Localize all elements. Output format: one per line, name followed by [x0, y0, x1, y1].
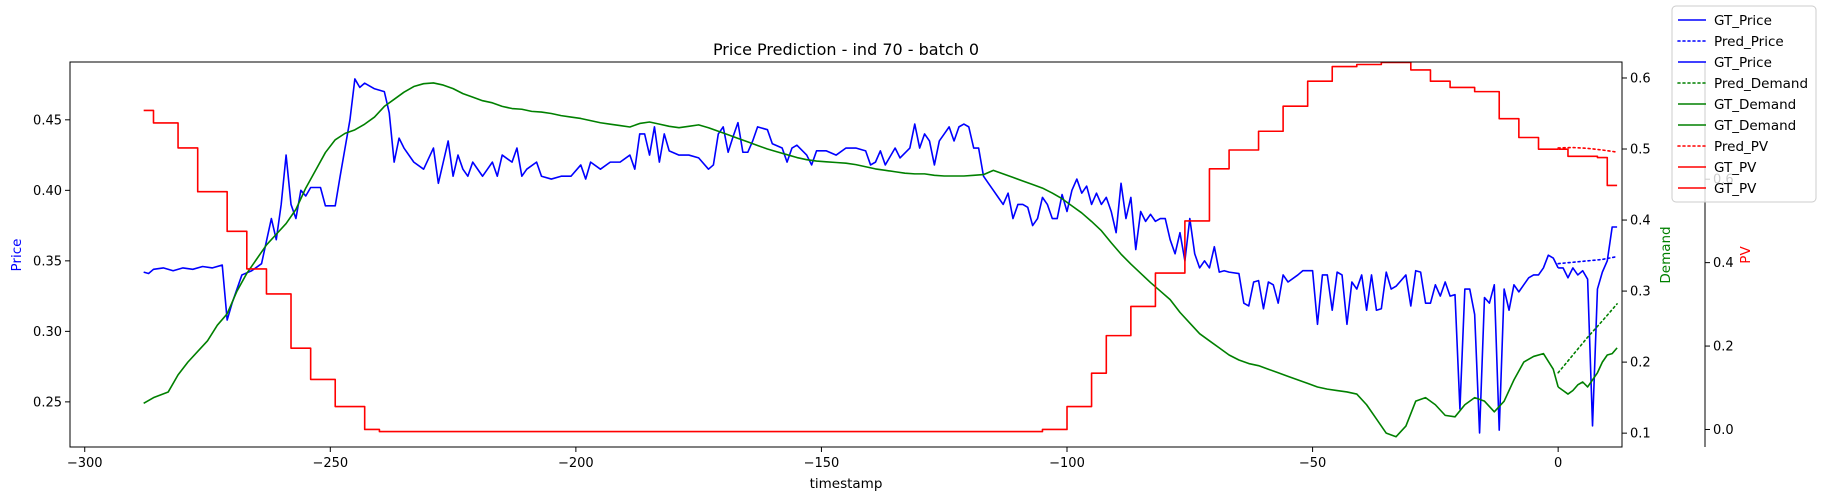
x-axis-title: timestamp: [810, 476, 883, 492]
demand-tick-label: 0.2: [1630, 356, 1651, 371]
demand-tick-label: 0.4: [1630, 214, 1651, 229]
price-tick-label: 0.40: [33, 184, 62, 199]
series-line-gt-pv: [143, 62, 1559, 433]
series-line-pred-demand: [1557, 303, 1618, 374]
price-tick-label: 0.35: [33, 254, 62, 269]
series-line-gt-demand: [143, 82, 1559, 438]
series-line-pred-price: [1557, 255, 1618, 265]
series-line-gt-price: [143, 78, 1559, 434]
demand-axis: 0.1 0.2 0.3 0.4 0.5 0.6: [1622, 71, 1651, 442]
series-line-pred-pv: [1557, 146, 1618, 153]
price-axis-title: Price: [9, 239, 25, 272]
legend-label: Pred_Demand: [1714, 76, 1808, 92]
x-tick-label: −50: [1299, 456, 1326, 471]
demand-tick-label: 0.1: [1630, 427, 1651, 442]
demand-axis-title: Demand: [1658, 226, 1674, 283]
series-layer: [143, 62, 1618, 438]
x-axis: −300 −250 −200 −150 −100 −50 0: [67, 447, 1562, 471]
legend: GT_Price Pred_Price GT_Price Pred_Demand GT_…: [1671, 5, 1817, 203]
legend-label: GT_PV: [1714, 160, 1757, 176]
x-tick-label: −150: [804, 456, 840, 471]
x-tick-label: −200: [558, 456, 594, 471]
series-line-gt-pv: [1558, 148, 1618, 187]
x-tick-label: −250: [312, 456, 348, 471]
price-tick-label: 0.25: [33, 395, 62, 410]
price-axis: 0.25 0.30 0.35 0.40 0.45: [33, 113, 70, 410]
x-tick-label: −300: [67, 456, 103, 471]
legend-label: GT_Price: [1714, 13, 1772, 29]
price-tick-label: 0.45: [33, 113, 62, 128]
plot-frame: [69, 61, 1623, 448]
series-line-gt-demand: [1557, 347, 1618, 395]
x-tick-label: 0: [1554, 456, 1562, 471]
pv-tick-label: 0.4: [1713, 256, 1734, 271]
series-line-gt-price: [1558, 226, 1618, 427]
demand-tick-label: 0.5: [1630, 143, 1651, 158]
legend-label: GT_Demand: [1714, 118, 1796, 134]
x-tick-label: −100: [1049, 456, 1085, 471]
pv-tick-label: 0.0: [1713, 423, 1734, 438]
legend-label: Pred_Price: [1714, 34, 1784, 50]
pv-tick-label: 0.2: [1713, 340, 1734, 355]
legend-box: [1671, 5, 1817, 203]
demand-tick-label: 0.6: [1630, 71, 1651, 86]
price-tick-label: 0.30: [33, 325, 62, 340]
legend-label: GT_PV: [1714, 181, 1757, 197]
legend-label: GT_Demand: [1714, 97, 1796, 113]
demand-tick-label: 0.3: [1630, 285, 1651, 300]
pv-axis-title: PV: [1738, 246, 1754, 264]
chart-title: Price Prediction - ind 70 - batch 0: [713, 40, 979, 59]
legend-label: Pred_PV: [1714, 139, 1769, 155]
legend-label: GT_Price: [1714, 55, 1772, 71]
